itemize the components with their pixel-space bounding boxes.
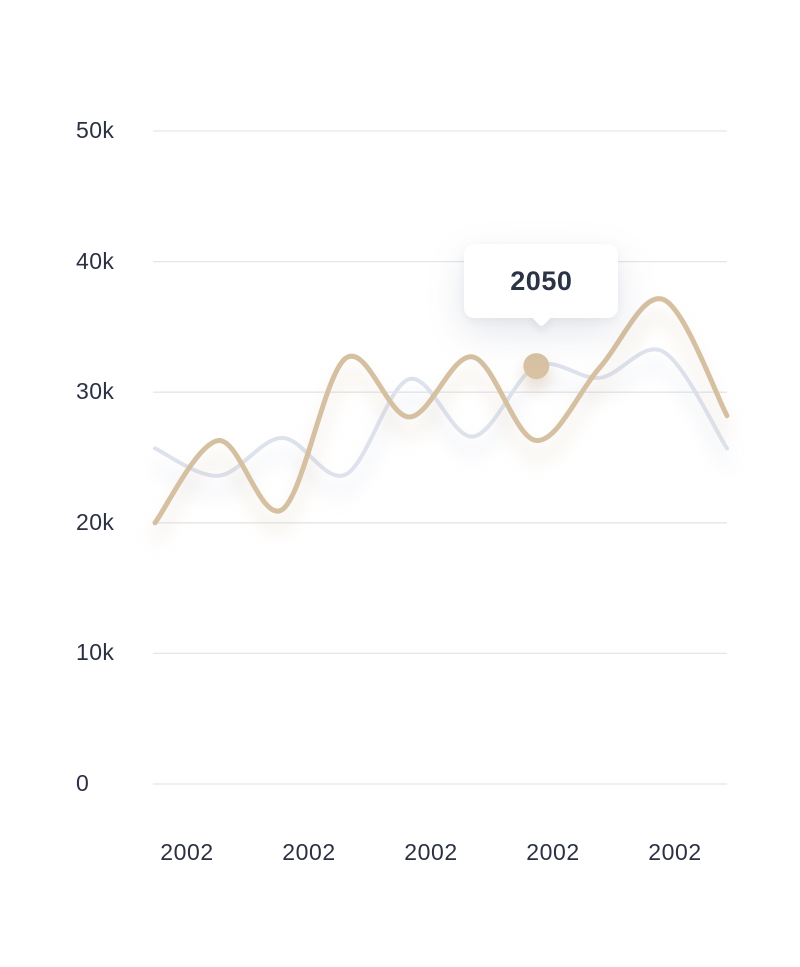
x-tick-label: 2002 xyxy=(282,839,336,865)
x-tick-label: 2002 xyxy=(526,839,580,865)
tooltip-label: 2050 xyxy=(510,265,573,296)
x-tick-label: 2002 xyxy=(160,839,214,865)
series-2002-line[interactable] xyxy=(152,296,730,526)
y-tick-label: 40k xyxy=(76,247,115,274)
y-tick-label: 20k xyxy=(76,508,115,535)
x-tick-label: 2002 xyxy=(648,839,702,865)
y-tick-label: 50k xyxy=(76,116,115,143)
tooltip: 2050 xyxy=(464,244,619,328)
y-tick-label: 0 xyxy=(76,769,90,796)
y-tick-label: 10k xyxy=(76,639,115,666)
y-tick-label: 30k xyxy=(76,378,115,405)
highlight-marker[interactable] xyxy=(523,353,550,380)
x-tick-label: 2002 xyxy=(404,839,458,865)
series-2050-line[interactable] xyxy=(153,347,729,478)
